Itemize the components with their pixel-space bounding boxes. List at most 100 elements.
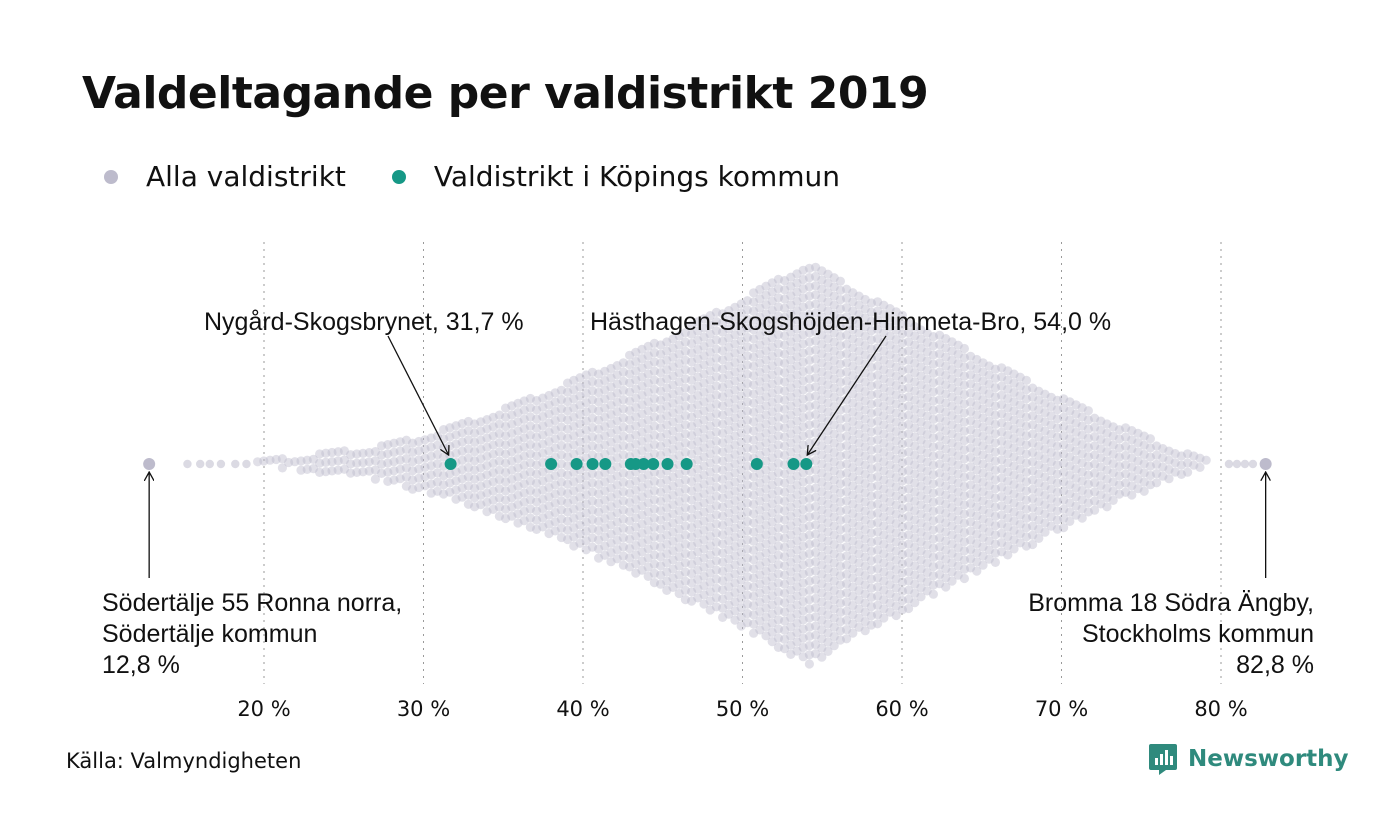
district-point-all: [513, 454, 523, 464]
district-point-all: [463, 416, 473, 427]
district-point-all: [494, 419, 504, 429]
district-point-all: [383, 476, 393, 486]
district-point-all: [854, 355, 864, 366]
district-point-all: [928, 506, 939, 516]
district-point-all: [997, 381, 1007, 391]
district-point-all: [346, 468, 356, 478]
district-point-all: [972, 548, 982, 558]
district-point-all: [637, 473, 647, 483]
district-point-all: [1121, 487, 1131, 497]
district-point-all: [792, 296, 802, 306]
district-point-all: [1009, 378, 1019, 388]
district-point-all: [631, 476, 641, 486]
district-point-all: [1071, 437, 1081, 447]
district-point-all: [873, 610, 883, 620]
district-point-all: [922, 567, 932, 578]
district-point-all: [711, 593, 722, 603]
district-point-all: [953, 487, 963, 497]
district-point-all: [1077, 504, 1087, 514]
district-point-all: [829, 319, 839, 329]
district-point-all: [321, 457, 331, 467]
district-point-all: [643, 433, 653, 443]
district-point-all: [618, 404, 629, 414]
district-point-all: [1009, 397, 1019, 407]
district-point-all: [1065, 516, 1075, 527]
district-point-all: [637, 547, 647, 557]
district-point-all: [432, 449, 442, 460]
district-point-all: [742, 406, 753, 416]
district-point-all: [674, 386, 684, 396]
district-point-all: [1071, 492, 1081, 502]
district-point-all: [724, 545, 734, 555]
district-point-all: [767, 434, 777, 444]
district-point-all: [804, 355, 815, 365]
district-point-all: [532, 405, 542, 415]
district-point-all: [718, 364, 728, 374]
district-point-all: [699, 461, 709, 471]
district-point-all: [829, 539, 839, 550]
district-point-all: [693, 519, 703, 529]
district-point-all: [941, 453, 951, 463]
district-point-all: [922, 328, 932, 338]
annotation-label: 12,8 %: [102, 651, 180, 679]
district-point-all: [879, 355, 889, 365]
district-point-all: [792, 306, 802, 316]
district-point-all: [538, 421, 548, 431]
district-point-all: [370, 456, 380, 466]
district-point-all: [395, 446, 405, 456]
district-point-all: [749, 343, 759, 353]
district-point-all: [736, 612, 746, 622]
district-point-all: [352, 467, 362, 477]
district-point-all: [1052, 451, 1062, 461]
district-point-all: [984, 462, 994, 472]
district-point-all: [854, 549, 864, 559]
district-point-all: [873, 481, 883, 491]
district-point-all: [718, 548, 728, 558]
district-point-all: [1028, 447, 1038, 458]
district-point-all: [711, 353, 722, 363]
district-point-all: [1059, 504, 1069, 514]
district-point-all: [594, 553, 604, 563]
district-point-all: [544, 473, 554, 483]
district-point-all: [643, 489, 653, 499]
district-point-all: [897, 421, 908, 431]
district-point-all: [941, 508, 951, 518]
district-point-all: [532, 442, 542, 452]
district-point-all: [687, 394, 697, 404]
district-point-all: [848, 462, 858, 473]
district-point-all: [798, 468, 808, 478]
district-point-all: [792, 563, 802, 573]
district-point-all: [755, 294, 765, 304]
district-point-all: [922, 439, 932, 449]
district-point-all: [916, 334, 926, 344]
district-point-all: [736, 336, 746, 346]
district-point-all: [463, 462, 473, 473]
district-point-all: [544, 492, 554, 502]
district-point-all: [761, 290, 771, 300]
district-point-all: [749, 527, 759, 537]
district-point-all: [736, 455, 746, 465]
district-point-all: [1158, 471, 1168, 481]
district-point-all: [612, 416, 622, 426]
district-point-all: [736, 308, 746, 318]
district-point-all: [798, 633, 808, 643]
district-point-all: [569, 431, 579, 441]
district-point-all: [693, 317, 703, 327]
district-point-all: [1003, 384, 1013, 394]
district-point-all: [904, 548, 914, 558]
district-point-all: [736, 621, 746, 631]
district-point-all: [569, 403, 579, 413]
district-point-all: [1059, 440, 1069, 450]
district-point-all: [866, 546, 877, 557]
district-point-all: [1102, 474, 1112, 484]
district-point-all: [1003, 439, 1013, 450]
district-point-all: [972, 511, 982, 521]
district-point-all: [631, 384, 641, 394]
district-point-all: [606, 391, 616, 401]
district-point-all: [780, 487, 790, 497]
district-point-all: [699, 378, 709, 388]
district-point-all: [1090, 450, 1100, 460]
district-point-all: [866, 418, 877, 428]
district-point-all: [928, 405, 939, 415]
district-point-all: [835, 571, 846, 581]
